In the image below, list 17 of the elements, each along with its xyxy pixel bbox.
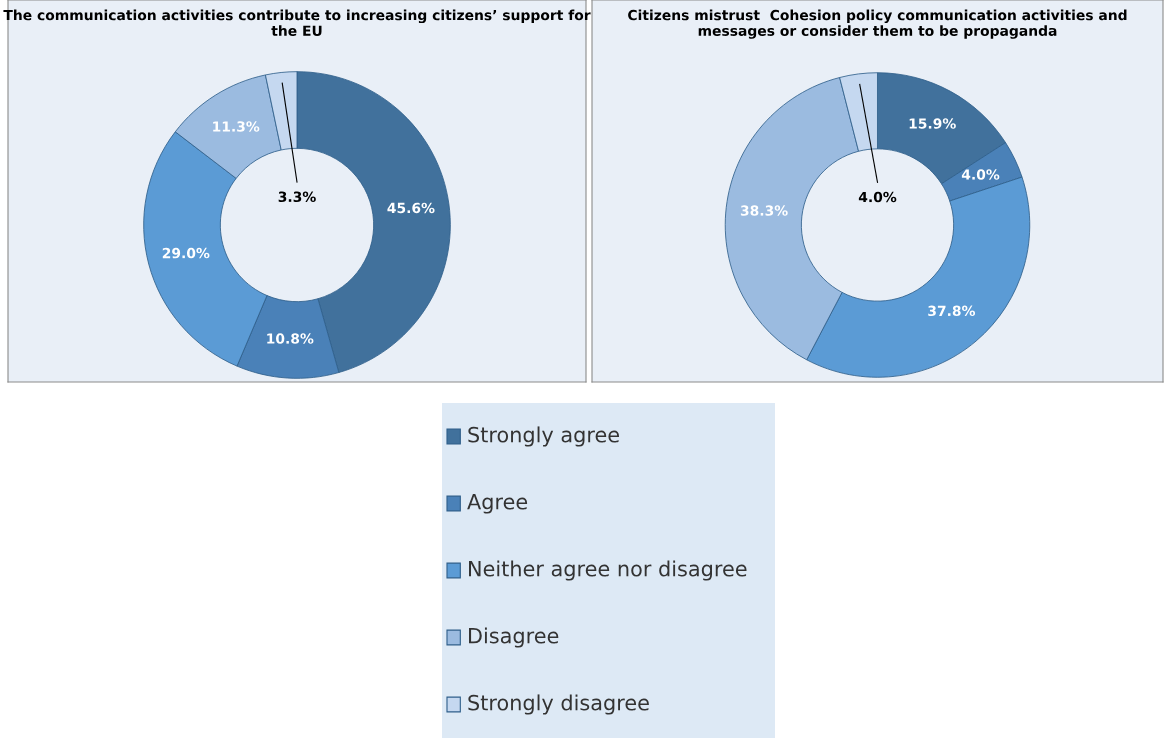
data-label: 38.3% xyxy=(740,205,788,216)
data-label: 10.8% xyxy=(267,333,314,344)
legend-label: Neither agree nor disagree xyxy=(469,560,747,581)
data-label: 15.9% xyxy=(909,118,956,129)
legend-label: Agree xyxy=(467,494,528,514)
data-label: 29.0% xyxy=(162,247,210,259)
data-label: 3.3% xyxy=(278,191,316,203)
data-label: 11.3% xyxy=(213,121,260,132)
data-label: 45.6% xyxy=(387,202,435,214)
chart-title: Citizens mistrust Cohesion policy communication activities and messages or consider them to be propaganda xyxy=(628,9,1127,39)
legend-label: Strongly disagree xyxy=(468,694,649,715)
legend-label: Disagree xyxy=(469,627,559,648)
data-label: 37.8% xyxy=(928,305,976,317)
legend-label: Strongly agree xyxy=(468,426,619,447)
data-label: 4.0% xyxy=(858,191,897,203)
data-label: 4.0% xyxy=(961,169,1000,180)
chart-title: The communication activities contribute to increasing citizens’ support for the EU xyxy=(3,9,591,36)
